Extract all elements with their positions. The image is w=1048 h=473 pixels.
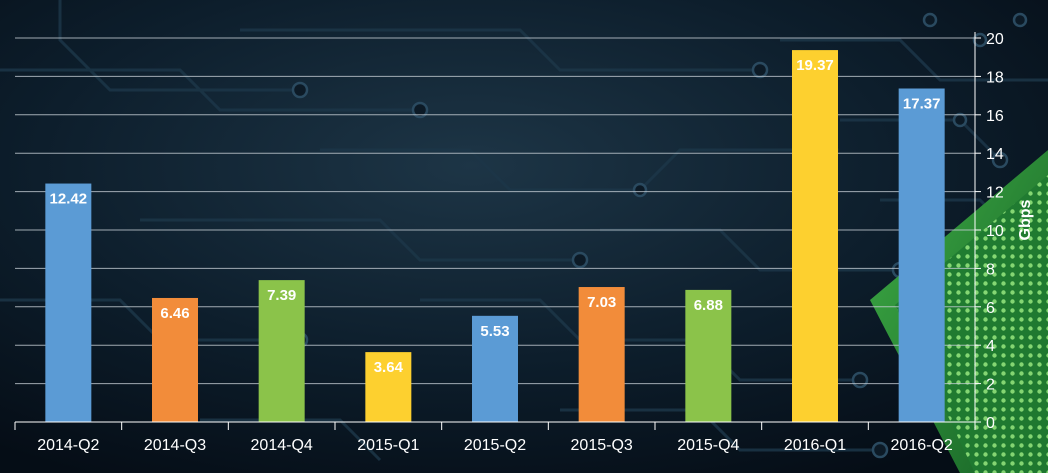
bar-2014-Q2 (45, 183, 92, 422)
bar-2015-Q4 (685, 289, 732, 422)
y-tick-label: 8 (986, 261, 995, 278)
value-label: 17.37 (903, 95, 941, 112)
bar-2016-Q2 (898, 88, 945, 422)
value-label: 5.53 (480, 323, 509, 340)
x-tick-label: 2015-Q4 (677, 437, 739, 454)
y-tick-label: 12 (986, 185, 1004, 202)
bars-group (45, 50, 945, 422)
value-label: 7.39 (267, 287, 296, 304)
bar-2015-Q2 (472, 315, 518, 422)
value-labels-group: 12.42 6.46 7.39 3.64 5.53 7.03 6.88 19.37 17.37 (50, 57, 941, 376)
bar-2015-Q3 (578, 287, 625, 422)
x-tick-label: 2016-Q2 (891, 437, 953, 454)
y-axis-title: Gbps (1017, 199, 1034, 240)
y-tick-label: 2 (986, 377, 995, 394)
chip-decoration (870, 150, 1048, 473)
x-tick-label: 2014-Q4 (251, 437, 313, 454)
value-label: 6.46 (160, 305, 189, 322)
circuit-pads (291, 12, 1028, 459)
value-label: 12.42 (50, 191, 88, 208)
value-label: 7.03 (587, 294, 616, 311)
y-tick-label: 6 (986, 300, 995, 317)
x-tick-label: 2016-Q1 (784, 437, 846, 454)
x-tick-label: 2015-Q3 (571, 437, 633, 454)
y-tick-label: 18 (986, 69, 1004, 86)
bar-2014-Q4 (258, 280, 305, 422)
value-label: 3.64 (374, 359, 404, 376)
y-tick-label: 20 (986, 31, 1004, 48)
x-tick-label: 2014-Q2 (37, 437, 99, 454)
y-tick-label: 14 (986, 146, 1004, 163)
x-tick-label: 2015-Q1 (357, 437, 419, 454)
x-tick-label: 2015-Q2 (464, 437, 526, 454)
value-label: 6.88 (694, 297, 723, 314)
y-tick-label: 4 (986, 338, 995, 355)
value-label: 19.37 (796, 57, 834, 74)
y-axis: 0 2 4 6 8 10 12 14 16 18 20 (974, 31, 1004, 432)
bar-2014-Q3 (152, 297, 198, 422)
x-axis: 2014-Q2 2014-Q3 2014-Q4 2015-Q1 2015-Q2 2015-… (14, 421, 976, 454)
y-tick-label: 10 (986, 223, 1004, 240)
x-tick-label: 2014-Q3 (144, 437, 206, 454)
bar-2016-Q1 (792, 50, 838, 422)
y-tick-label: 16 (986, 108, 1004, 125)
bar-2015-Q1 (365, 352, 412, 422)
y-tick-label: 0 (986, 415, 995, 432)
